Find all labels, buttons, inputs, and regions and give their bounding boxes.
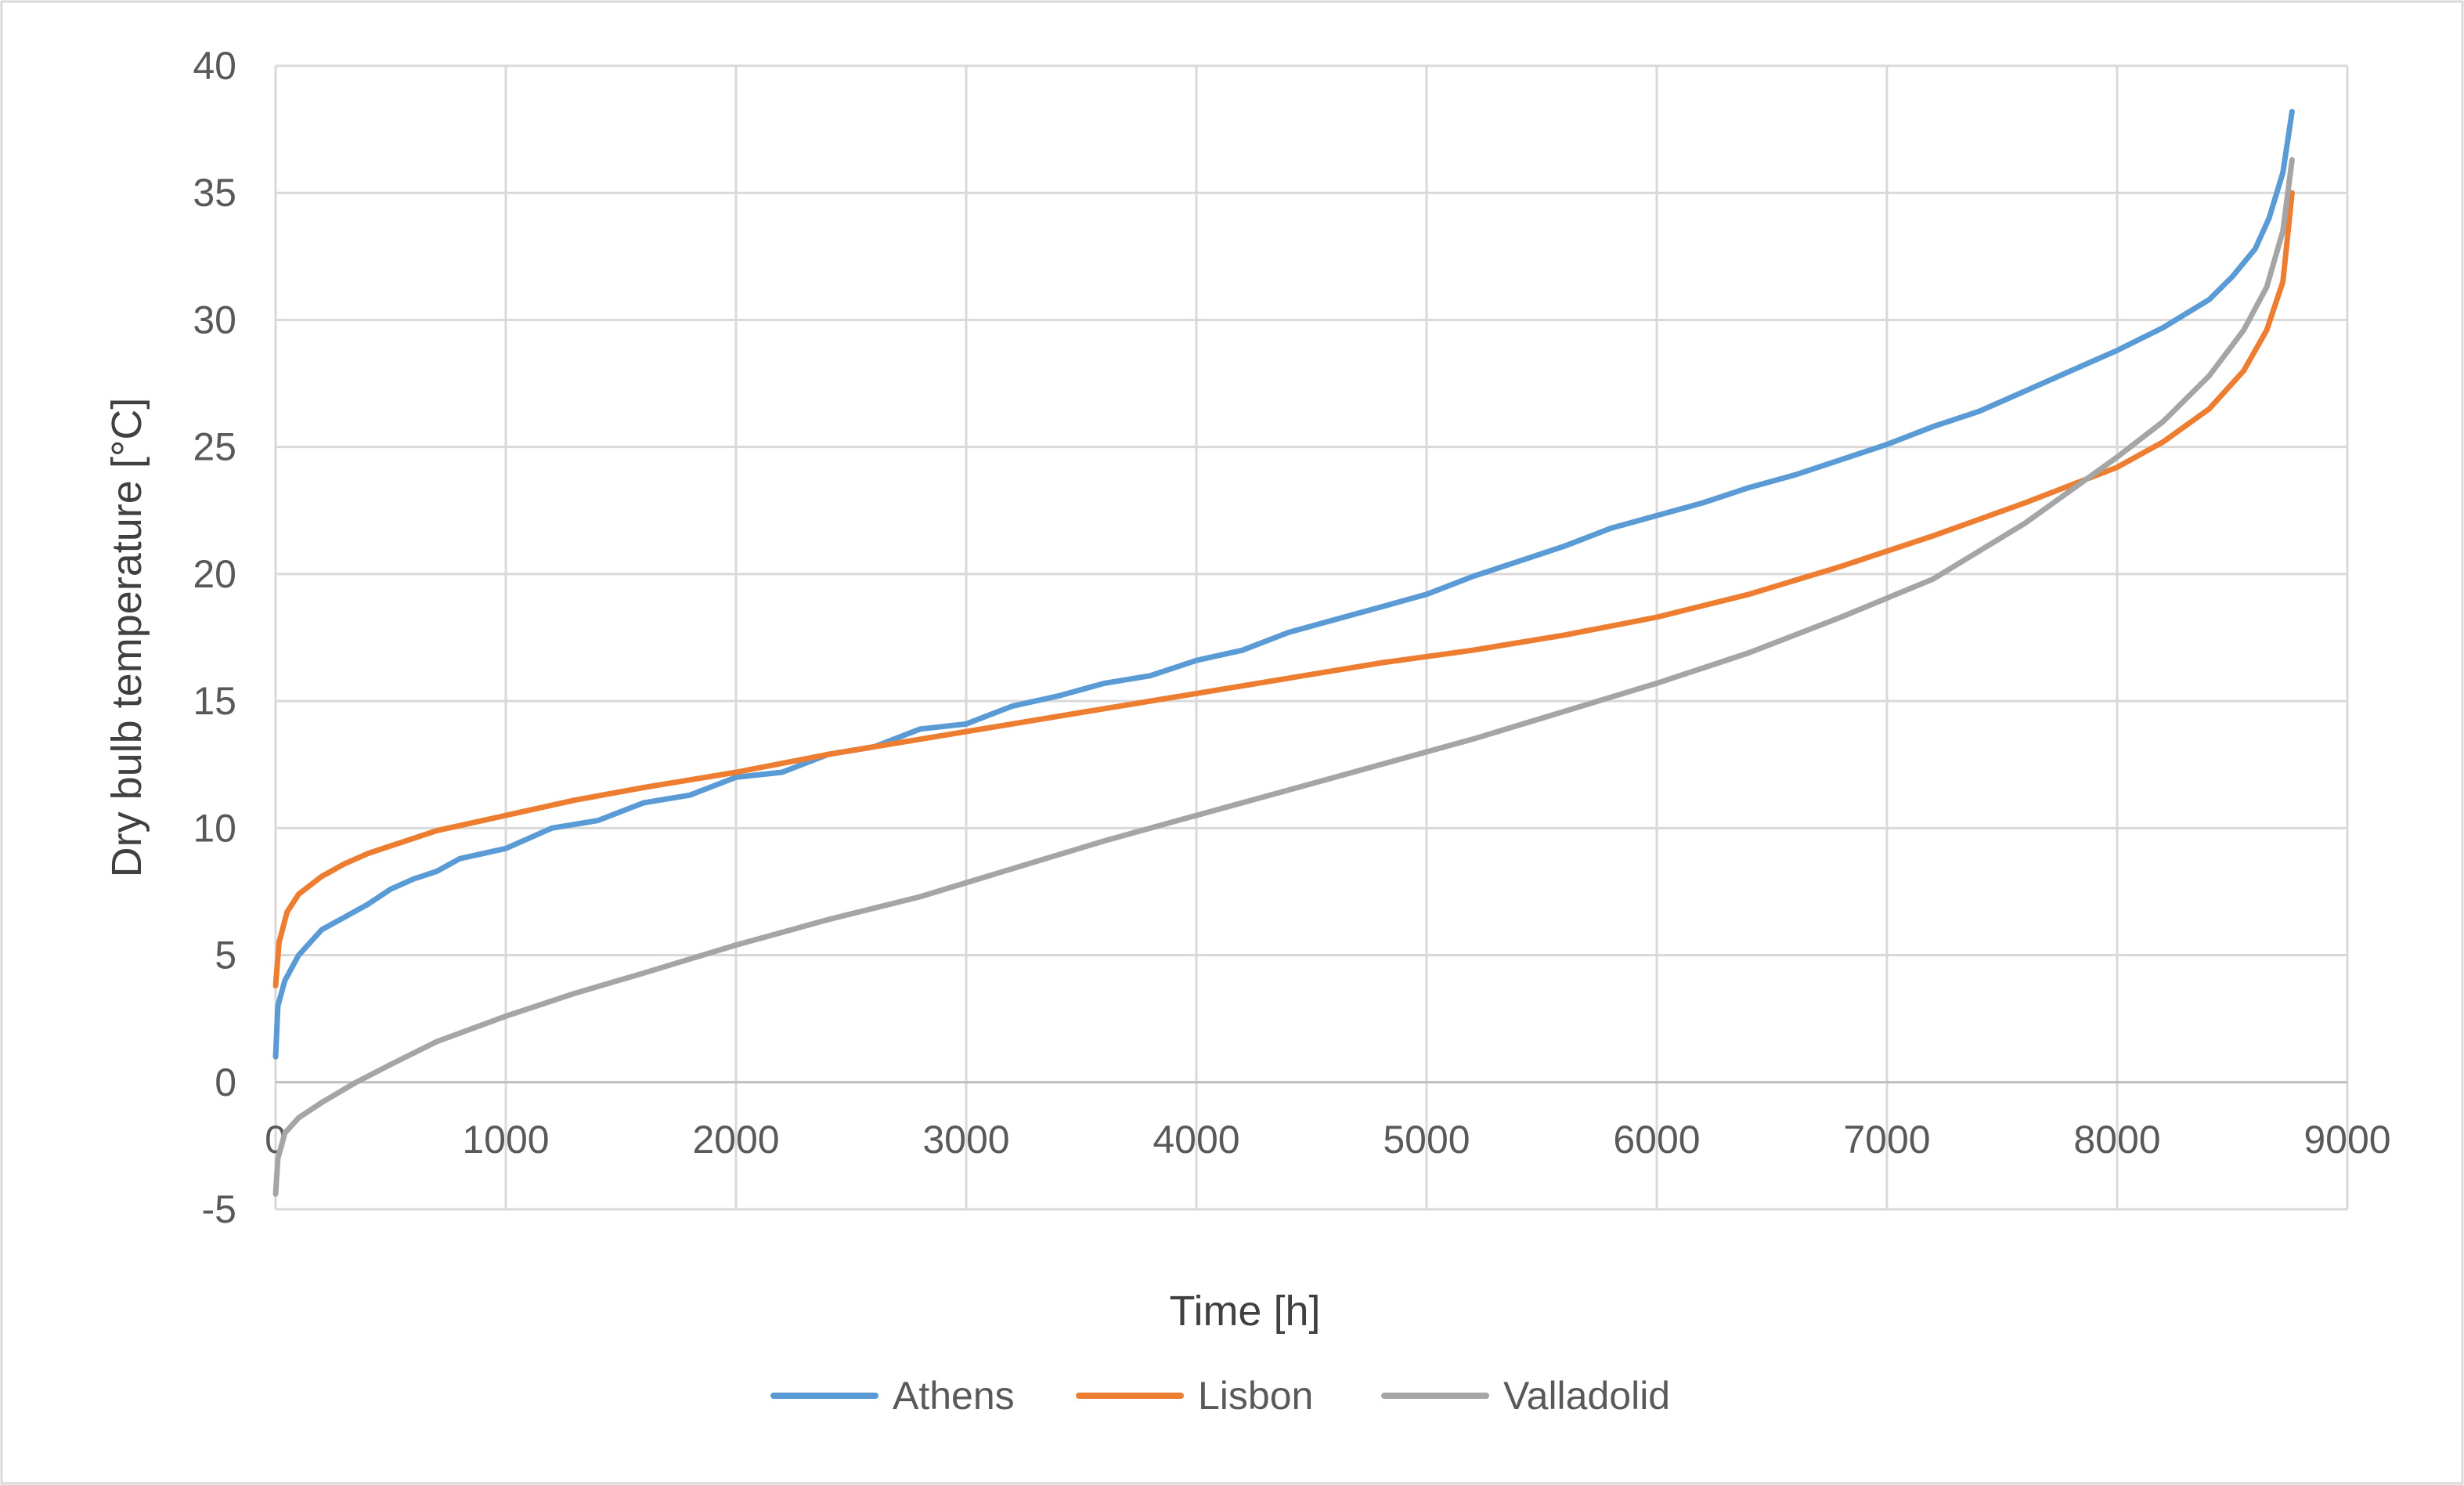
x-tick-label: 4000 [1153, 1118, 1239, 1162]
x-tick-label: 5000 [1383, 1118, 1470, 1162]
legend-label-athens: Athens [893, 1374, 1015, 1418]
y-tick-label: -5 [202, 1187, 236, 1231]
legend: Athens Lisbon Valladolid [770, 1374, 1670, 1418]
legend-label-lisbon: Lisbon [1198, 1374, 1313, 1418]
y-tick-label: 0 [215, 1060, 236, 1104]
y-tick-label: 10 [193, 806, 236, 850]
x-axis-tick-labels: 0 1000 2000 3000 4000 5000 6000 7000 8000 9000 [265, 1118, 2391, 1162]
y-tick-label: 25 [193, 425, 236, 469]
y-axis-tick-labels: -5 0 5 10 15 20 25 30 35 40 [193, 44, 236, 1231]
x-tick-label: 7000 [1843, 1118, 1930, 1162]
y-tick-label: 5 [215, 934, 236, 977]
x-tick-label: 1000 [462, 1118, 549, 1162]
y-tick-label: 40 [193, 44, 236, 88]
y-tick-label: 20 [193, 552, 236, 596]
x-axis-title: Time [h] [1169, 1288, 1320, 1335]
x-tick-label: 2000 [692, 1118, 779, 1162]
x-tick-label: 6000 [1613, 1118, 1700, 1162]
y-axis-title: Dry bulb temperature [°C] [103, 398, 150, 878]
legend-label-valladolid: Valladolid [1503, 1374, 1670, 1418]
x-tick-label: 3000 [922, 1118, 1009, 1162]
series-line-lisbon [272, 190, 2295, 988]
x-tick-label: 8000 [2073, 1118, 2160, 1162]
series-line-athens [272, 108, 2295, 1060]
y-tick-label: 15 [193, 679, 236, 723]
series-lines [272, 108, 2295, 1197]
grid-lines [274, 64, 2349, 1211]
x-tick-label: 9000 [2303, 1118, 2390, 1162]
y-tick-label: 30 [193, 298, 236, 341]
series-line-valladolid [272, 157, 2295, 1197]
y-tick-label: 35 [193, 171, 236, 215]
